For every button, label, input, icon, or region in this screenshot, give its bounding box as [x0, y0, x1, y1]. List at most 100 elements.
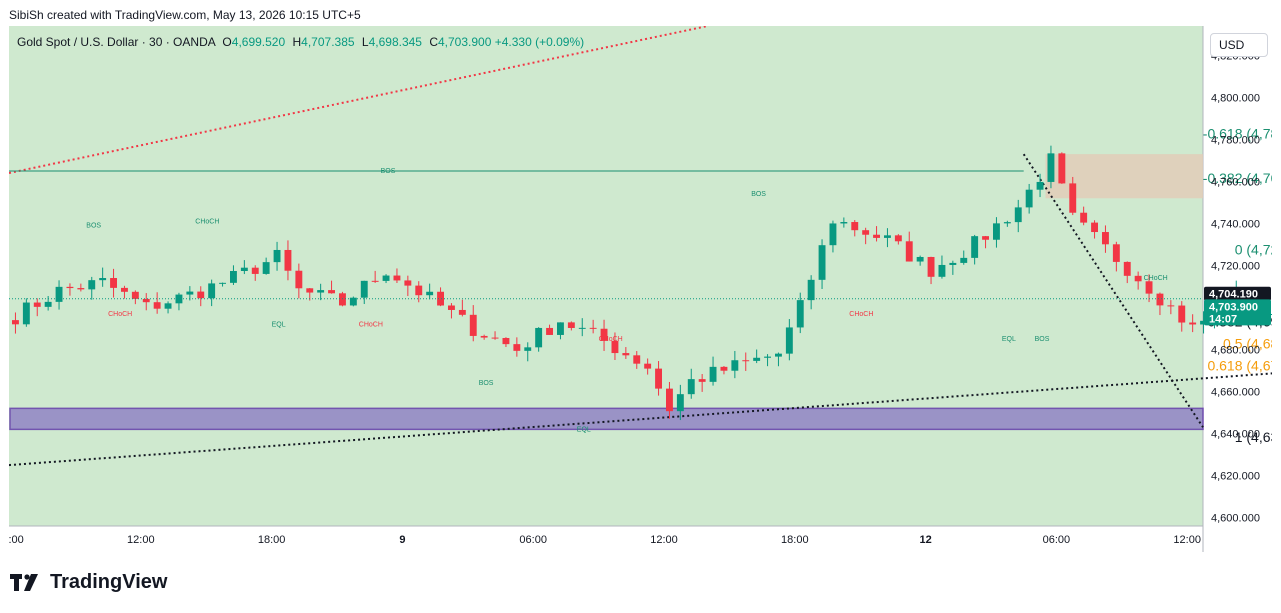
- open-label: O: [222, 35, 232, 49]
- candle-body: [644, 363, 652, 369]
- candle-body: [502, 338, 510, 345]
- candle-body: [219, 282, 226, 284]
- candle-body: [469, 314, 477, 336]
- price-tick-label: 4,640.000: [1211, 429, 1260, 441]
- candle-body: [262, 262, 270, 274]
- candle-body: [1014, 207, 1022, 223]
- candle-body: [230, 271, 237, 283]
- candle-body: [785, 327, 793, 354]
- time-tick-label: 18:00: [258, 534, 286, 546]
- candle-body: [709, 366, 717, 382]
- candle-body: [1189, 322, 1197, 325]
- structure-label: BOS: [86, 223, 101, 230]
- price-label: 4,704.190: [1209, 289, 1258, 301]
- price-tick-label: 4,680.000: [1211, 345, 1260, 357]
- candle-body: [197, 291, 205, 299]
- price-label-box: [1204, 299, 1271, 326]
- candle-body: [666, 388, 673, 412]
- low-value: 4,698.345: [368, 35, 422, 49]
- candle-body: [55, 286, 63, 302]
- candle-body: [742, 360, 750, 362]
- tradingview-brand-name: TradingView: [50, 571, 168, 593]
- candle-body: [633, 355, 641, 364]
- candle-body: [655, 368, 662, 389]
- candle-body: [1091, 222, 1098, 233]
- candle-body: [1003, 222, 1011, 224]
- structure-label: CHoCH: [599, 336, 623, 343]
- tradingview-branding[interactable]: TradingView: [10, 571, 167, 594]
- candle-body: [22, 302, 30, 325]
- candle-body: [251, 267, 259, 274]
- zone-supply: [1045, 154, 1203, 199]
- candle-body: [731, 360, 739, 371]
- candle-body: [437, 291, 444, 306]
- candle-body: [753, 357, 761, 361]
- candle-body: [524, 347, 532, 351]
- candle-body: [535, 327, 543, 348]
- candle-body: [284, 249, 292, 271]
- candle-body: [622, 353, 630, 356]
- candle-body: [99, 278, 107, 281]
- tradingview-logo-icon: [10, 573, 38, 591]
- price-tick-label: 4,720.000: [1211, 260, 1260, 272]
- currency-button[interactable]: USD: [1210, 33, 1268, 57]
- candle-body: [295, 270, 303, 289]
- structure-label: CHoCH: [1144, 275, 1168, 282]
- structure-label: CHoCH: [359, 321, 383, 328]
- fib-level-label: -0.382 (4,761.679): [1203, 170, 1272, 186]
- candle-body: [480, 335, 488, 338]
- candle-body: [1058, 153, 1066, 184]
- candle-body: [1123, 261, 1131, 276]
- low-label: L: [361, 35, 369, 49]
- candle-body: [415, 285, 423, 296]
- candle-body: [1036, 181, 1044, 190]
- candle-body: [142, 298, 150, 303]
- symbol-legend: Gold Spot / U.S. Dollar · 30 · OANDA O 4,…: [17, 35, 584, 49]
- candle-body: [1167, 305, 1175, 307]
- high-label: H: [292, 35, 302, 49]
- candle-body: [44, 301, 52, 307]
- candle-body: [404, 280, 412, 286]
- candle-body: [698, 379, 706, 382]
- candle-body: [960, 257, 968, 263]
- change-value: +4.330 (+0.09%): [494, 35, 585, 49]
- candle-body: [306, 288, 314, 293]
- candle-body: [829, 223, 837, 246]
- fib-level-label: 0 (4,727.564): [1235, 242, 1272, 258]
- candle-body: [382, 275, 390, 281]
- candle-body: [33, 302, 41, 307]
- structure-label: BOS: [479, 380, 494, 387]
- candle-body: [1047, 153, 1055, 182]
- price-label-box: [1204, 286, 1271, 301]
- structure-label: BOS: [1035, 336, 1050, 343]
- candle-body: [927, 256, 935, 277]
- candle-body: [862, 230, 870, 235]
- candle-body: [513, 344, 521, 351]
- chart-credit: SibiSh created with TradingView.com, May…: [9, 8, 361, 22]
- candle-body: [796, 300, 804, 328]
- price-countdown: 14:07: [1209, 313, 1237, 325]
- time-tick-label: 12:00: [127, 534, 155, 546]
- candle-body: [894, 235, 902, 242]
- symbol-name: Gold Spot / U.S. Dollar · 30 · OANDA: [17, 35, 216, 49]
- candle-body: [1112, 244, 1120, 262]
- time-tick-label: 18:00: [781, 534, 809, 546]
- candle-body: [349, 297, 357, 306]
- structure-label: EQL: [1002, 336, 1016, 343]
- time-tick-label: 12:00: [1173, 534, 1201, 546]
- price-tick-label: 4,800.000: [1211, 92, 1260, 104]
- fib-level-label: 0.5 (4,682.912): [1223, 335, 1272, 351]
- candle-body: [600, 328, 608, 341]
- candle-body: [557, 322, 564, 335]
- candle-body: [121, 287, 128, 292]
- candle-body: [982, 236, 989, 240]
- time-tick-label: 12: [919, 534, 931, 546]
- candle-body: [1200, 320, 1207, 325]
- support-trendline: [9, 372, 1272, 467]
- candle-body: [458, 309, 466, 315]
- time-tick-label: 06:00: [519, 534, 547, 546]
- candle-body: [851, 222, 859, 231]
- candle-body: [12, 320, 19, 325]
- price-chart[interactable]: -0.618 (4,782.755) -0.382 (4,761.679) 0 (4…: [9, 26, 1272, 552]
- candle-body: [1102, 232, 1109, 245]
